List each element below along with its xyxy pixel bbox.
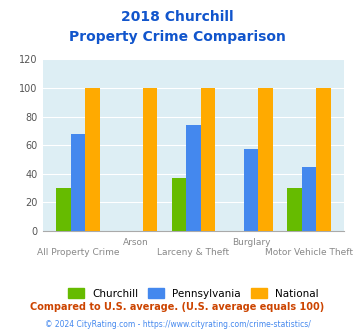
Text: Larceny & Theft: Larceny & Theft: [157, 248, 230, 257]
Bar: [56, 188, 71, 231]
Bar: [201, 88, 215, 231]
Text: Arson: Arson: [123, 238, 149, 247]
Bar: [143, 88, 157, 231]
Bar: [186, 125, 201, 231]
Text: © 2024 CityRating.com - https://www.cityrating.com/crime-statistics/: © 2024 CityRating.com - https://www.city…: [45, 320, 310, 329]
Bar: [287, 188, 302, 231]
Bar: [244, 149, 258, 231]
Text: Compared to U.S. average. (U.S. average equals 100): Compared to U.S. average. (U.S. average …: [31, 302, 324, 312]
Bar: [258, 88, 273, 231]
Bar: [302, 167, 316, 231]
Text: Motor Vehicle Theft: Motor Vehicle Theft: [265, 248, 353, 257]
Text: Burglary: Burglary: [232, 238, 271, 247]
Bar: [172, 178, 186, 231]
Text: All Property Crime: All Property Crime: [37, 248, 119, 257]
Bar: [71, 134, 85, 231]
Text: 2018 Churchill: 2018 Churchill: [121, 10, 234, 24]
Bar: [316, 88, 331, 231]
Text: Property Crime Comparison: Property Crime Comparison: [69, 30, 286, 44]
Legend: Churchill, Pennsylvania, National: Churchill, Pennsylvania, National: [64, 284, 323, 303]
Bar: [85, 88, 100, 231]
